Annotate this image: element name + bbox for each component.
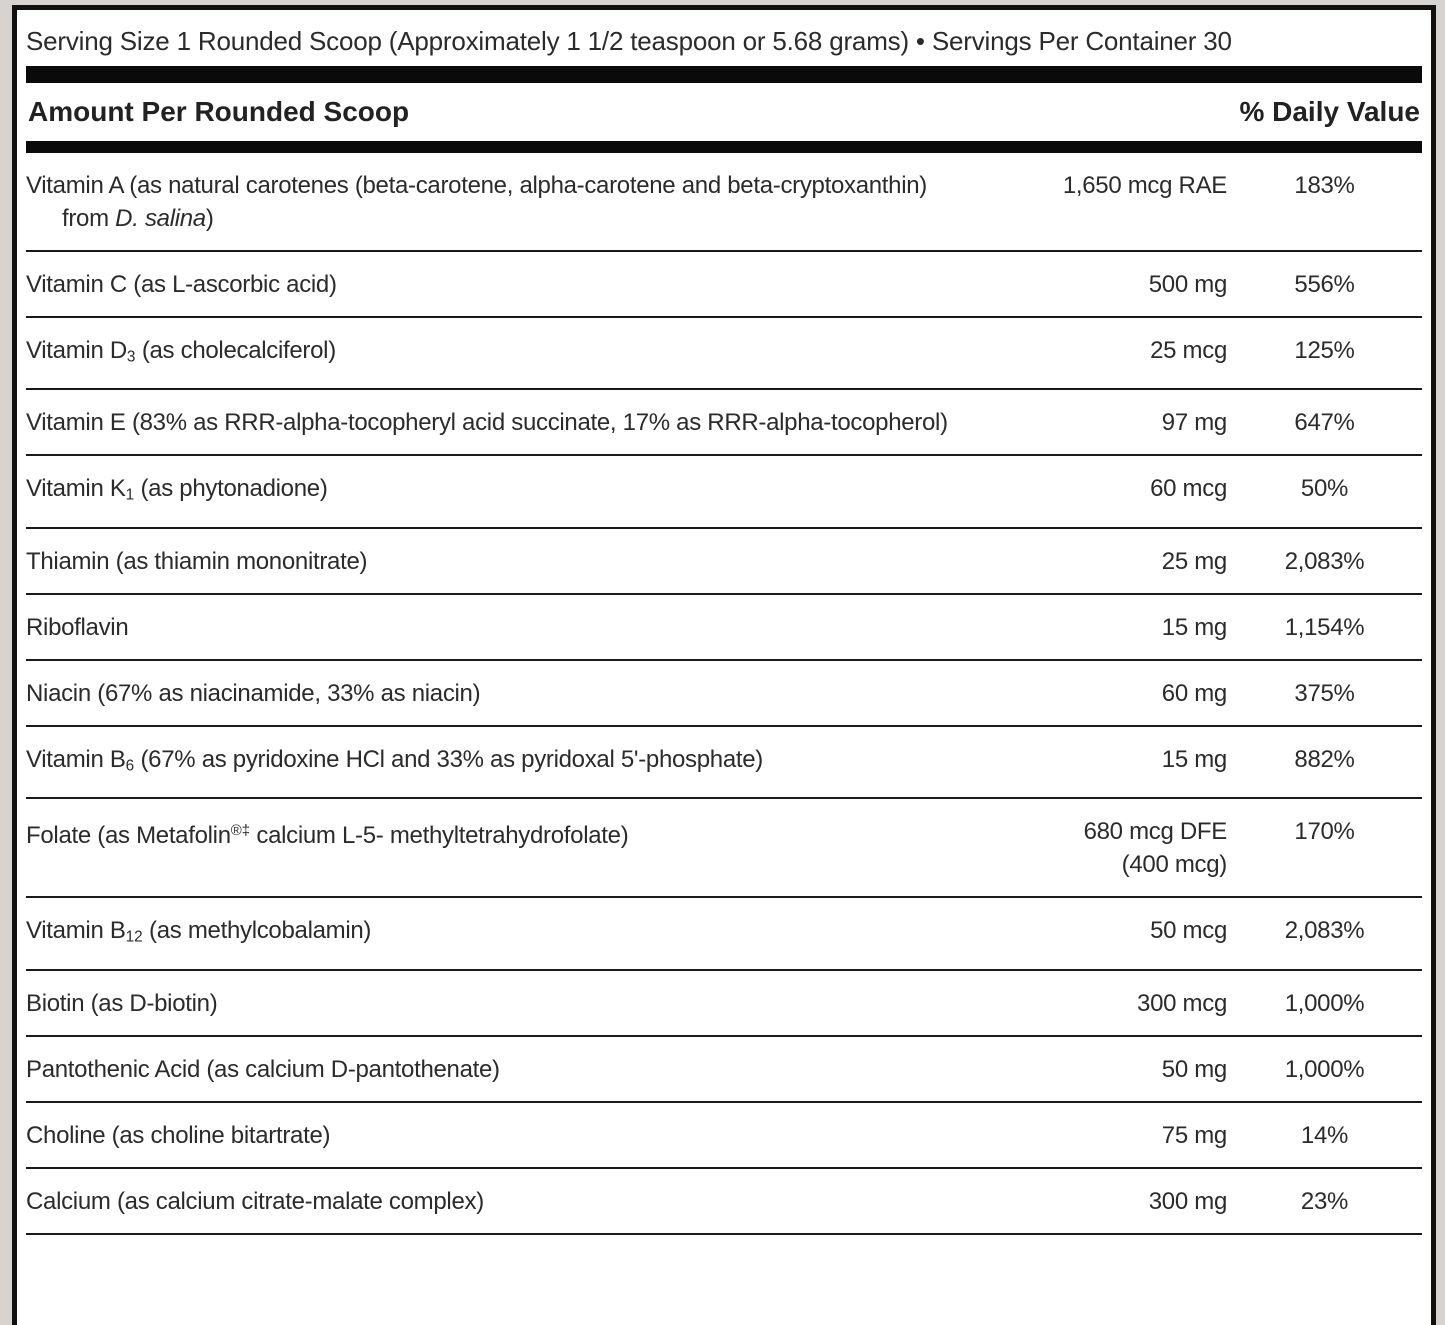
nutrient-daily-value: 882% [1294, 745, 1355, 773]
nutrient-row: Vitamin K1 (as phytonadione) 60 mcg 50% [26, 456, 1422, 529]
nutrient-daily-value: 2,083% [1284, 547, 1365, 575]
nutrient-amount: 97 mg [1161, 409, 1228, 437]
nutrient-name: Thiamin (as thiamin mononitrate) [26, 547, 368, 575]
nutrient-table: Vitamin A (as natural carotenes (beta-ca… [26, 153, 1422, 1235]
nutrient-row: Folate (as Metafolin®‡ calcium L-5- meth… [26, 799, 1422, 899]
nutrient-name: Choline (as choline bitartrate) [26, 1121, 331, 1149]
daily-value-heading: % Daily Value [1239, 96, 1420, 127]
nutrient-amount: 15 mg [1161, 613, 1228, 641]
nutrient-amount: 680 mcg DFE (400 mcg) [1083, 818, 1228, 879]
nutrient-row: Choline (as choline bitartrate) 75 mg 14% [26, 1103, 1422, 1169]
nutrient-amount: 25 mg [1161, 547, 1228, 575]
table-header: Amount Per Rounded Scoop % Daily Value [26, 83, 1422, 141]
nutrient-amount: 25 mcg [1150, 337, 1227, 364]
nutrient-name: Vitamin B12 (as methylcobalamin) [26, 917, 372, 946]
nutrient-name: Vitamin E (83% as RRR-alpha-tocopheryl a… [26, 409, 948, 437]
nutrient-row: Vitamin B6 (67% as pyridoxine HCl and 33… [26, 727, 1422, 800]
nutrient-daily-value: 23% [1300, 1187, 1349, 1215]
nutrient-name: Vitamin C (as L-ascorbic acid) [26, 271, 337, 298]
nutrient-amount: 75 mg [1161, 1121, 1228, 1149]
nutrient-daily-value: 125% [1294, 337, 1355, 364]
serving-size-line: Serving Size 1 Rounded Scoop (Approximat… [26, 26, 1232, 56]
nutrient-row: Biotin (as D-biotin) 300 mcg 1,000% [26, 971, 1422, 1037]
nutrient-amount: 500 mg [1148, 271, 1228, 298]
nutrient-name: Niacin (67% as niacinamide, 33% as niaci… [26, 679, 481, 707]
nutrient-daily-value: 14% [1300, 1121, 1349, 1149]
nutrient-row: Niacin (67% as niacinamide, 33% as niaci… [26, 661, 1422, 727]
nutrient-row: Thiamin (as thiamin mononitrate) 25 mg 2,0… [26, 529, 1422, 595]
nutrient-name: Folate (as Metafolin®‡ calcium L-5- meth… [26, 822, 629, 850]
nutrient-row: Vitamin A (as natural carotenes (beta-ca… [26, 153, 1422, 252]
nutrient-amount: 50 mcg [1150, 917, 1227, 945]
nutrient-name: Vitamin A (as natural carotenes (beta-ca… [26, 172, 927, 232]
amount-per-scoop-heading: Amount Per Rounded Scoop [28, 96, 410, 127]
nutrient-name: Vitamin K1 (as phytonadione) [26, 475, 328, 504]
nutrient-daily-value: 556% [1294, 271, 1355, 298]
nutrient-amount: 60 mg [1161, 679, 1228, 707]
nutrient-daily-value: 1,000% [1284, 1055, 1365, 1083]
nutrient-daily-value: 647% [1294, 409, 1355, 437]
supplement-facts-panel: Serving Size 1 Rounded Scoop (Approximat… [12, 5, 1436, 1325]
divider-bar-header [26, 141, 1422, 153]
nutrient-row: Vitamin E (83% as RRR-alpha-tocopheryl a… [26, 390, 1422, 457]
nutrient-name: Vitamin B6 (67% as pyridoxine HCl and 33… [26, 745, 763, 775]
nutrient-daily-value: 375% [1294, 679, 1355, 707]
nutrient-row: Vitamin D3 (as cholecalciferol) 25 mcg 125… [26, 318, 1422, 391]
nutrient-daily-value: 50% [1300, 475, 1349, 503]
nutrient-daily-value: 1,154% [1284, 613, 1365, 641]
nutrient-daily-value: 183% [1294, 172, 1355, 199]
nutrient-name: Calcium (as calcium citrate-malate compl… [26, 1187, 484, 1215]
nutrient-daily-value: 170% [1294, 818, 1355, 846]
nutrient-name: Biotin (as D-biotin) [26, 989, 218, 1017]
nutrient-row: Vitamin C (as L-ascorbic acid) 500 mg 556% [26, 252, 1422, 318]
nutrient-row: Vitamin B12 (as methylcobalamin) 50 mcg 2,… [26, 898, 1422, 971]
nutrient-name: Riboflavin [26, 613, 129, 641]
nutrient-daily-value: 2,083% [1284, 917, 1365, 945]
nutrient-amount: 50 mg [1161, 1055, 1228, 1083]
nutrient-name: Pantothenic Acid (as calcium D-pantothen… [26, 1055, 500, 1083]
nutrient-row: Riboflavin 15 mg 1,154% [26, 595, 1422, 661]
nutrient-amount: 300 mg [1148, 1187, 1228, 1215]
nutrient-amount: 15 mg [1161, 745, 1228, 773]
nutrient-row: Calcium (as calcium citrate-malate compl… [26, 1169, 1422, 1235]
nutrient-name: Vitamin D3 (as cholecalciferol) [26, 337, 336, 366]
nutrient-row: Pantothenic Acid (as calcium D-pantothen… [26, 1037, 1422, 1103]
nutrient-amount: 300 mcg [1137, 989, 1227, 1017]
divider-bar-top [26, 66, 1422, 83]
nutrient-amount: 1,650 mcg RAE [1062, 172, 1227, 199]
nutrient-amount: 60 mcg [1150, 475, 1227, 503]
nutrient-daily-value: 1,000% [1284, 989, 1365, 1017]
